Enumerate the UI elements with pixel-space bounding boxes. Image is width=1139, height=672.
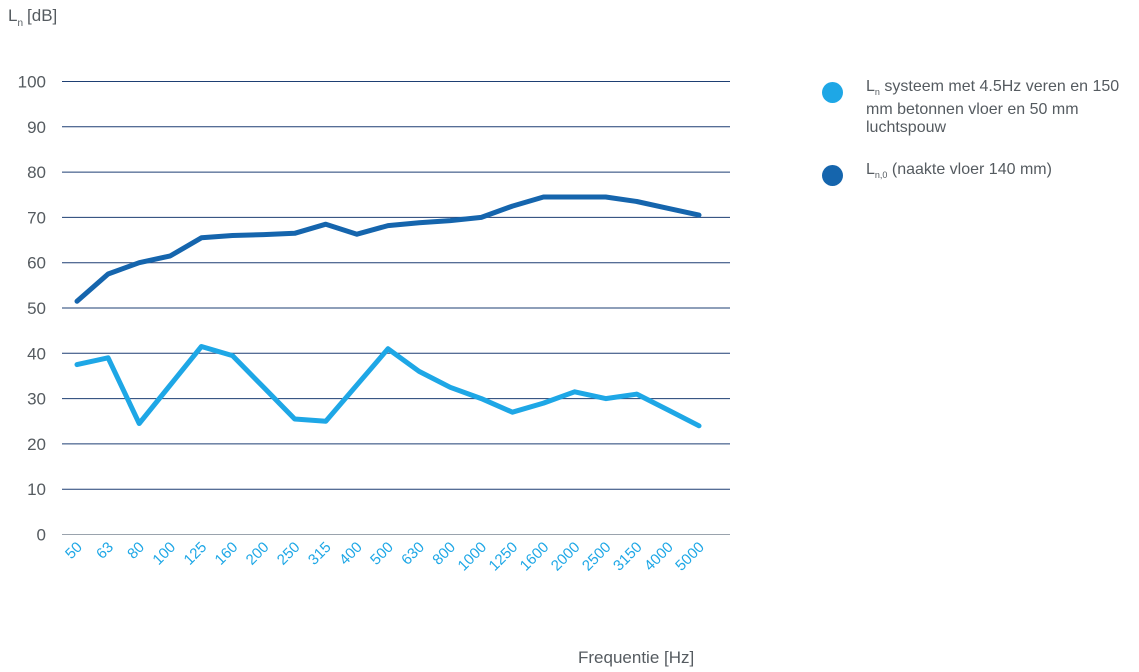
x-tick-label: 50 bbox=[62, 539, 86, 563]
x-tick-label: 1000 bbox=[455, 539, 491, 575]
x-tick-label: 400 bbox=[336, 539, 366, 569]
y-tick-label: 60 bbox=[27, 254, 46, 273]
y-tick-label: 50 bbox=[27, 299, 46, 318]
x-tick-label: 3150 bbox=[610, 539, 646, 575]
y-tick-label: 80 bbox=[27, 163, 46, 182]
series-line-1 bbox=[74, 344, 702, 429]
x-tick-label: 4000 bbox=[641, 539, 677, 575]
x-tick-label: 100 bbox=[149, 539, 179, 569]
y-tick-label: 70 bbox=[27, 208, 46, 227]
y-tick-label: 20 bbox=[27, 435, 46, 454]
y-tick-label: 100 bbox=[18, 73, 46, 92]
x-tick-label: 80 bbox=[124, 539, 148, 563]
x-tick-label: 160 bbox=[212, 539, 242, 569]
y-tick-label: 90 bbox=[27, 118, 46, 137]
x-tick-label: 5000 bbox=[672, 539, 708, 575]
x-tick-label: 630 bbox=[398, 539, 428, 569]
y-tick-label: 0 bbox=[37, 526, 46, 545]
x-tick-label: 800 bbox=[429, 539, 459, 569]
x-tick-label: 315 bbox=[305, 539, 335, 569]
x-tick-label: 1600 bbox=[517, 539, 553, 575]
x-tick-label: 2000 bbox=[548, 539, 584, 575]
x-tick-label: 63 bbox=[93, 539, 117, 563]
x-tick-label: 200 bbox=[243, 539, 273, 569]
x-tick-label: 2500 bbox=[579, 539, 615, 575]
y-tick-label: 30 bbox=[27, 390, 46, 409]
y-tick-labels: 0 10 20 30 40 50 60 70 80 90 100 bbox=[18, 73, 46, 545]
gridlines bbox=[62, 81, 730, 535]
legend-item-series-1: Ln systeem met 4.5Hz veren en 150 mm bet… bbox=[820, 78, 1135, 137]
series-line-2 bbox=[74, 194, 702, 304]
y-tick-label: 10 bbox=[27, 480, 46, 499]
y-tick-label: 40 bbox=[27, 344, 46, 363]
x-tick-label: 125 bbox=[181, 539, 211, 569]
x-tick-label: 250 bbox=[274, 539, 304, 569]
y-axis-label: Ln [dB] bbox=[8, 6, 58, 29]
x-tick-labels: 50 63 80 100 125 160 200 250 315 400 500 630 8001000… bbox=[62, 539, 708, 575]
legend-item-series-2: Ln,0 (naakte vloer 140 mm) bbox=[820, 161, 1135, 186]
x-tick-label: 500 bbox=[367, 539, 397, 569]
x-tick-label: 1250 bbox=[486, 539, 522, 575]
legend: Ln systeem met 4.5Hz veren en 150 mm bet… bbox=[820, 78, 1135, 208]
series-lines bbox=[74, 194, 702, 429]
legend-swatch-series-2 bbox=[822, 165, 843, 186]
x-axis-label: Frequentie [Hz] bbox=[578, 648, 695, 667]
legend-swatch-series-1 bbox=[822, 82, 843, 103]
